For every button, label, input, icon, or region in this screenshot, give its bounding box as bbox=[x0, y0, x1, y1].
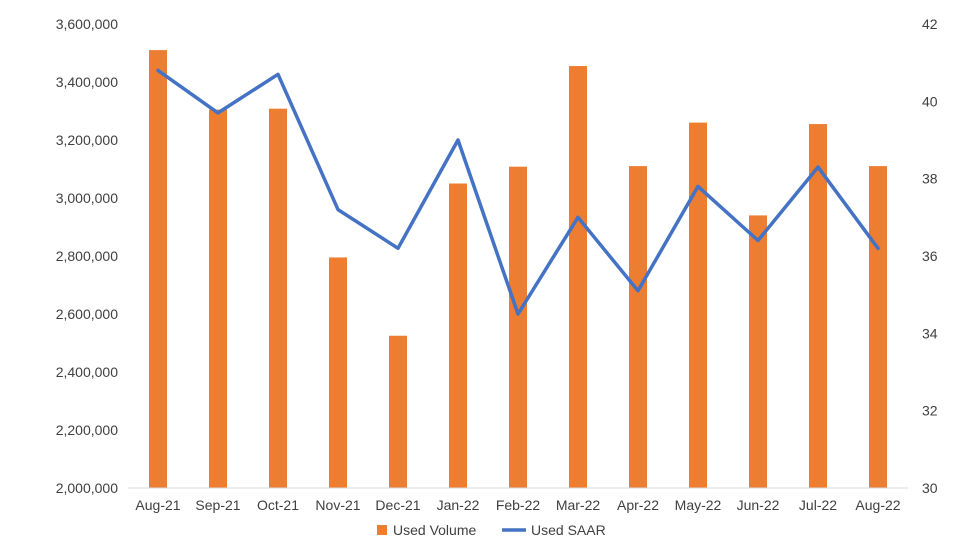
point-used-saar bbox=[397, 247, 399, 249]
bar-used-volume bbox=[629, 166, 647, 488]
left-axis-tick-label: 2,600,000 bbox=[56, 306, 118, 322]
point-used-saar bbox=[517, 313, 519, 315]
bar-used-volume bbox=[269, 108, 287, 489]
point-used-saar bbox=[577, 216, 579, 218]
point-used-saar bbox=[277, 73, 279, 75]
point-used-saar bbox=[157, 69, 159, 71]
right-axis-tick-label: 38 bbox=[922, 171, 938, 187]
bar-used-volume bbox=[209, 109, 227, 489]
left-axis-tick-label: 2,400,000 bbox=[56, 364, 118, 380]
bar-used-volume bbox=[149, 50, 167, 488]
x-axis-tick-label: May-22 bbox=[675, 497, 722, 513]
point-used-saar bbox=[877, 247, 879, 249]
legend-label-used-volume: Used Volume bbox=[393, 522, 476, 538]
x-axis-labels: Aug-21 Sep-21 Oct-21 Nov-21 Dec-21 Jan-22 Feb-… bbox=[135, 497, 900, 513]
x-axis-tick-label: Dec-21 bbox=[375, 497, 420, 513]
point-used-saar bbox=[217, 112, 219, 114]
point-used-saar bbox=[697, 185, 699, 187]
line-series-used-saar bbox=[156, 68, 880, 316]
left-axis-tick-label: 2,800,000 bbox=[56, 248, 118, 264]
x-axis-tick-label: Jul-22 bbox=[799, 497, 837, 513]
x-axis-tick-label: Aug-21 bbox=[135, 497, 180, 513]
bar-used-volume bbox=[689, 122, 707, 488]
point-used-saar bbox=[817, 166, 819, 168]
bar-series-used-volume bbox=[149, 50, 887, 489]
bar-used-volume bbox=[449, 183, 467, 488]
bar-used-volume bbox=[869, 166, 887, 488]
legend-label-used-saar: Used SAAR bbox=[531, 522, 606, 538]
legend: Used Volume Used SAAR bbox=[377, 522, 606, 538]
right-axis-tick-label: 40 bbox=[922, 93, 938, 109]
point-used-saar bbox=[457, 139, 459, 141]
legend-swatch-used-volume bbox=[377, 525, 387, 535]
x-axis-tick-label: Mar-22 bbox=[556, 497, 601, 513]
bar-used-volume bbox=[809, 124, 827, 489]
bar-used-volume bbox=[389, 335, 407, 488]
right-axis-tick-label: 42 bbox=[922, 16, 938, 32]
left-axis-tick-label: 2,200,000 bbox=[56, 422, 118, 438]
bar-used-volume bbox=[749, 215, 767, 488]
left-axis-tick-label: 3,200,000 bbox=[56, 132, 118, 148]
left-axis-tick-label: 3,000,000 bbox=[56, 190, 118, 206]
bar-used-volume bbox=[329, 257, 347, 488]
x-axis-tick-label: Sep-21 bbox=[195, 497, 240, 513]
point-used-saar bbox=[637, 290, 639, 292]
left-axis-tick-label: 3,600,000 bbox=[56, 16, 118, 32]
x-axis-tick-label: Jan-22 bbox=[437, 497, 480, 513]
left-axis-tick-label: 2,000,000 bbox=[56, 480, 118, 496]
x-axis-tick-label: Feb-22 bbox=[496, 497, 541, 513]
right-axis-ticks: 30 32 34 36 38 40 42 bbox=[922, 16, 938, 496]
right-axis-tick-label: 34 bbox=[922, 325, 938, 341]
bar-used-volume bbox=[569, 66, 587, 489]
x-axis-tick-label: Nov-21 bbox=[315, 497, 360, 513]
point-used-saar bbox=[757, 240, 759, 242]
x-axis-tick-label: Jun-22 bbox=[737, 497, 780, 513]
left-axis-ticks: 2,000,000 2,200,000 2,400,000 2,600,000 2,80… bbox=[56, 16, 118, 496]
right-axis-tick-label: 30 bbox=[922, 480, 938, 496]
x-axis-tick-label: Apr-22 bbox=[617, 497, 659, 513]
right-axis-tick-label: 36 bbox=[922, 248, 938, 264]
x-axis-tick-label: Aug-22 bbox=[855, 497, 900, 513]
left-axis-tick-label: 3,400,000 bbox=[56, 74, 118, 90]
point-used-saar bbox=[337, 209, 339, 211]
x-axis-tick-label: Oct-21 bbox=[257, 497, 299, 513]
right-axis-tick-label: 32 bbox=[922, 403, 938, 419]
bar-used-volume bbox=[509, 166, 527, 488]
